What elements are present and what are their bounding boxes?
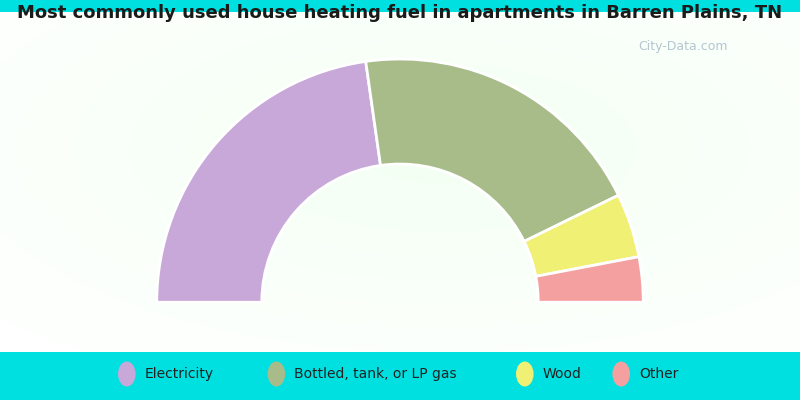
Text: Bottled, tank, or LP gas: Bottled, tank, or LP gas <box>294 367 457 381</box>
Text: Electricity: Electricity <box>145 367 214 381</box>
Wedge shape <box>366 59 618 242</box>
Ellipse shape <box>516 362 534 386</box>
Ellipse shape <box>267 362 286 386</box>
Text: Other: Other <box>639 367 678 381</box>
Wedge shape <box>157 62 381 302</box>
Text: Wood: Wood <box>542 367 582 381</box>
Ellipse shape <box>118 362 136 386</box>
Wedge shape <box>536 257 643 302</box>
Wedge shape <box>524 195 639 276</box>
Ellipse shape <box>613 362 630 386</box>
Text: Most commonly used house heating fuel in apartments in Barren Plains, TN: Most commonly used house heating fuel in… <box>18 4 782 22</box>
Text: City-Data.com: City-Data.com <box>638 40 728 53</box>
